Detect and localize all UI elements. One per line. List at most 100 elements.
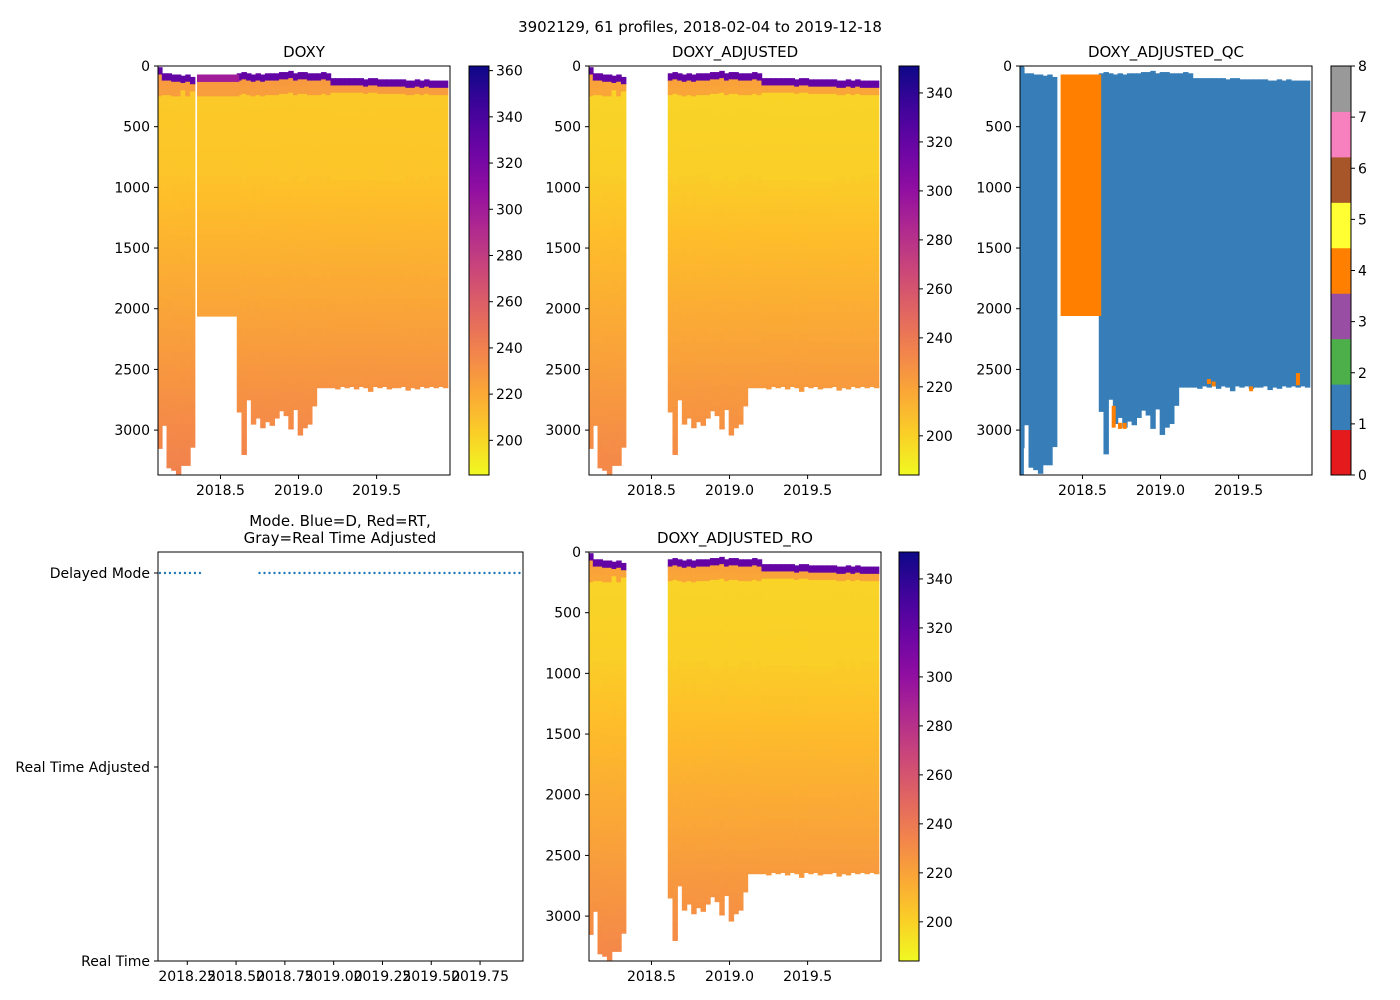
profile-cell: [424, 297, 430, 306]
profile-cell: [410, 306, 416, 315]
profile-cell: [158, 263, 163, 272]
profile-cell: [784, 114, 791, 123]
profile-cell: [438, 218, 444, 227]
profile-cell: [592, 233, 599, 242]
profile-cell: [606, 227, 613, 236]
profile-cell: [330, 231, 336, 239]
profile-cell: [738, 299, 744, 307]
profile-cell: [358, 78, 365, 87]
profile-cell: [278, 166, 285, 175]
profile-cell: [667, 87, 674, 96]
profile-cell: [349, 216, 355, 225]
profile-cell: [747, 306, 753, 315]
profile-cell: [158, 241, 163, 250]
profile-cell: [714, 79, 721, 88]
profile-cell: [752, 217, 758, 226]
profile-cell: [784, 289, 791, 298]
profile-cell: [864, 80, 870, 89]
profile-cell: [817, 305, 824, 313]
gap-cell: [197, 140, 240, 148]
profile-cell: [677, 204, 683, 213]
profile-cell: [288, 398, 294, 407]
profile-cell: [602, 336, 608, 345]
profile-cell: [241, 428, 247, 437]
profile-cell: [822, 370, 828, 379]
profile-cell: [386, 312, 393, 321]
profile-cell: [377, 377, 383, 386]
profile-cell: [864, 248, 870, 256]
profile-cell: [414, 137, 421, 146]
profile-cell: [236, 80, 243, 89]
profile-cell: [171, 198, 177, 207]
profile-cell: [681, 329, 688, 338]
profile-cell: [363, 377, 369, 386]
profile-cell: [808, 319, 814, 328]
profile-cell: [335, 318, 341, 327]
profile-cell: [391, 217, 397, 226]
profile-cell: [836, 182, 842, 191]
profile-cell: [292, 357, 299, 366]
profile-cell: [869, 211, 875, 220]
profile-cell: [859, 204, 866, 213]
colorbar-tick-label: 260: [496, 295, 523, 311]
profile-cell: [752, 341, 758, 350]
profile-cell: [667, 320, 674, 329]
profile-cell: [175, 212, 182, 221]
profile-cell: [180, 417, 187, 426]
profile-cell: [175, 402, 182, 411]
profile-cell: [180, 235, 187, 244]
profile-cell: [260, 380, 266, 389]
profile-cell: [597, 364, 603, 373]
profile-cell: [606, 453, 613, 462]
profile-cell: [780, 209, 786, 218]
profile-cell: [691, 358, 697, 367]
profile-cell: [700, 138, 707, 147]
profile-cell: [761, 114, 767, 123]
y-tick-label: 1500: [114, 241, 150, 257]
profile-cell: [419, 146, 425, 154]
profile-cell: [189, 375, 196, 384]
profile-cell: [405, 291, 411, 300]
profile-cell: [766, 267, 772, 276]
profile-cell: [414, 210, 421, 219]
profile-cell: [723, 95, 730, 104]
profile-cell: [742, 189, 749, 198]
profile-cell: [808, 370, 814, 379]
profile-cell: [255, 299, 261, 307]
profile-cell: [428, 146, 435, 154]
profile-cell: [241, 254, 247, 262]
profile-cell: [424, 130, 430, 139]
profile-cell: [677, 146, 683, 154]
profile-cell: [372, 165, 379, 174]
profile-cell: [836, 357, 842, 366]
profile-cell: [789, 92, 796, 101]
profile-cell: [822, 341, 828, 350]
profile-cell: [400, 254, 407, 262]
profile-cell: [723, 131, 730, 140]
profile-cell: [288, 427, 294, 430]
profile-cell: [316, 73, 322, 82]
profile-cell: [845, 210, 852, 219]
profile-cell: [330, 376, 336, 385]
profile-cell: [691, 394, 697, 403]
profile-cell: [330, 78, 336, 87]
profile-cell: [723, 146, 730, 154]
profile-cell: [742, 328, 749, 337]
profile-cell: [592, 87, 599, 96]
profile-cell: [686, 189, 692, 198]
profile-cell: [424, 290, 430, 299]
profile-cell: [246, 80, 252, 89]
profile-cell: [372, 150, 379, 159]
profile-cell: [719, 347, 725, 356]
profile-cell: [592, 80, 599, 89]
profile-cell: [709, 348, 716, 357]
profile-cell: [419, 95, 425, 104]
profile-cell: [321, 123, 327, 131]
profile-cell: [377, 268, 383, 277]
profile-cell: [297, 428, 304, 436]
profile-cell: [321, 79, 327, 88]
profile-cell: [316, 211, 322, 220]
profile-cell: [410, 146, 416, 154]
profile-cell: [325, 116, 332, 125]
profile-cell: [236, 357, 243, 366]
